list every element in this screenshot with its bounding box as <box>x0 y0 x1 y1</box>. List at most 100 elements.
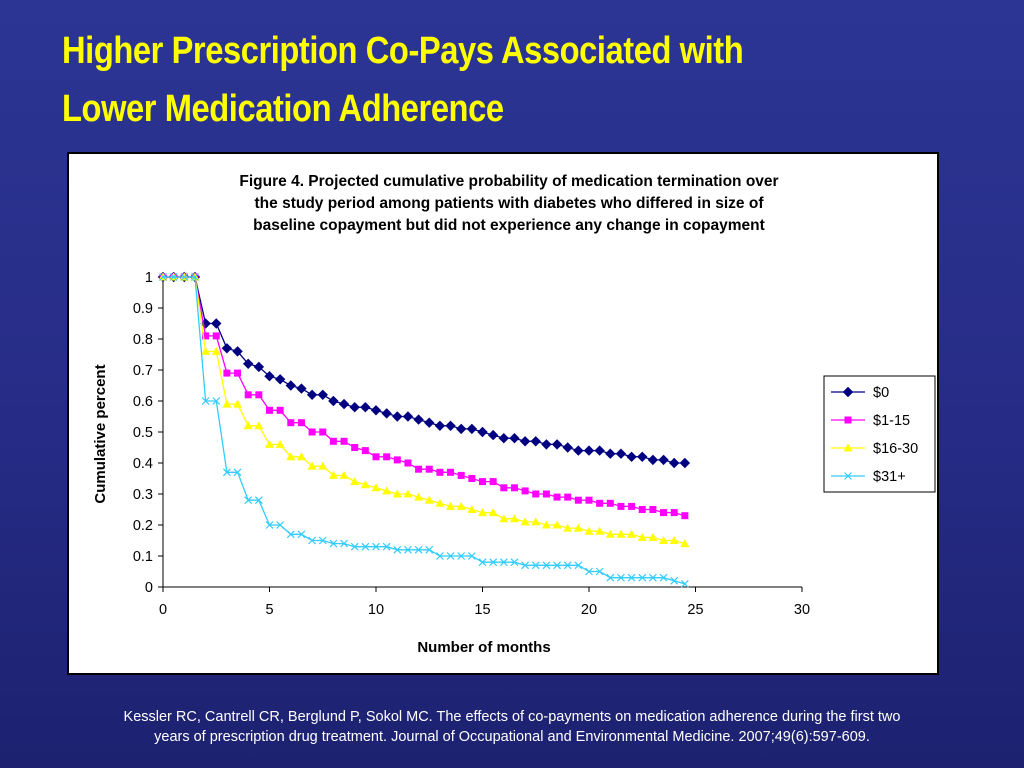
data-point <box>616 529 626 538</box>
x-axis-label: Number of months <box>417 639 550 656</box>
data-point <box>669 536 679 544</box>
y-tick-label: 0.5 <box>133 425 153 441</box>
y-tick-label: 0 <box>145 580 153 596</box>
data-point <box>264 370 275 382</box>
data-point <box>478 558 487 567</box>
data-point <box>436 468 444 476</box>
y-tick-label: 0.4 <box>133 456 153 472</box>
y-tick-label: 0.3 <box>133 487 153 503</box>
data-point <box>350 477 360 486</box>
data-point <box>329 437 337 445</box>
data-point <box>521 561 530 570</box>
data-point <box>242 358 254 370</box>
data-point <box>286 530 295 539</box>
data-point <box>360 401 371 413</box>
data-point <box>414 492 424 501</box>
data-point <box>446 552 455 560</box>
data-point <box>424 417 435 428</box>
citation: Kessler RC, Cantrell CR, Berglund P, Sok… <box>20 707 1004 747</box>
data-point <box>594 445 605 456</box>
data-point <box>265 521 274 529</box>
data-point <box>637 532 647 541</box>
data-point <box>339 470 349 479</box>
data-point <box>159 273 167 281</box>
data-point <box>584 526 594 535</box>
data-point <box>285 380 297 391</box>
data-point <box>318 461 328 470</box>
data-point <box>265 439 274 448</box>
data-point <box>498 432 510 444</box>
data-point <box>435 498 445 507</box>
slide-title: Higher Prescription Co-Pays Associated w… <box>62 22 836 138</box>
y-tick-label: 0.1 <box>133 549 153 565</box>
data-point <box>617 502 625 510</box>
data-point <box>328 395 339 407</box>
data-point <box>479 478 486 486</box>
data-point <box>489 558 498 567</box>
data-point <box>297 419 305 427</box>
data-point <box>510 558 519 567</box>
data-point <box>234 369 242 377</box>
data-point <box>287 419 295 427</box>
data-point <box>275 439 285 448</box>
data-point <box>605 529 615 538</box>
data-point <box>679 457 691 469</box>
data-point <box>658 454 669 466</box>
data-point <box>319 428 327 436</box>
data-point <box>468 475 476 482</box>
data-point <box>520 517 530 526</box>
data-point <box>499 514 509 523</box>
data-point <box>382 542 391 551</box>
data-point <box>414 545 423 554</box>
data-point <box>510 484 518 492</box>
data-point <box>553 561 561 570</box>
data-point <box>383 453 391 461</box>
data-point <box>573 445 584 456</box>
chart-svg: Figure 4. Projected cumulative probabili… <box>92 173 936 656</box>
data-point <box>573 523 583 532</box>
data-point <box>670 509 678 517</box>
y-tick-label: 0.9 <box>133 301 153 317</box>
data-point <box>659 536 669 544</box>
data-point <box>393 545 402 554</box>
data-point <box>404 459 412 467</box>
data-point <box>393 456 401 464</box>
y-tick-label: 0.7 <box>133 363 153 379</box>
data-point <box>500 484 508 492</box>
data-point <box>255 391 263 399</box>
data-point <box>467 505 477 513</box>
x-tick-label: 30 <box>794 602 810 618</box>
data-point <box>530 436 541 447</box>
data-point <box>583 445 595 456</box>
data-point <box>340 437 348 445</box>
data-point <box>372 453 380 461</box>
data-point <box>509 514 519 523</box>
data-point <box>415 465 423 473</box>
data-point <box>254 421 264 430</box>
data-point <box>424 495 434 504</box>
data-point <box>202 332 210 340</box>
x-tick-label: 25 <box>687 602 703 618</box>
data-point <box>595 567 604 576</box>
legend-label: $0 <box>873 385 889 401</box>
data-point <box>425 465 433 473</box>
data-point <box>487 429 499 441</box>
data-point <box>169 273 178 281</box>
data-point <box>221 343 233 354</box>
data-point <box>191 273 199 281</box>
chart-series <box>157 271 691 588</box>
data-point <box>306 389 318 401</box>
legend-label: $16-30 <box>873 441 918 457</box>
y-tick-label: 0.2 <box>133 518 153 534</box>
data-point <box>232 346 243 357</box>
data-point <box>223 369 231 377</box>
data-point <box>212 332 220 340</box>
data-point <box>541 439 552 450</box>
data-point <box>564 493 572 501</box>
data-point <box>531 517 541 526</box>
series-line <box>163 276 686 517</box>
y-tick-label: 1 <box>145 270 153 286</box>
data-point <box>244 391 252 399</box>
data-point <box>456 501 466 510</box>
data-point <box>596 499 604 507</box>
